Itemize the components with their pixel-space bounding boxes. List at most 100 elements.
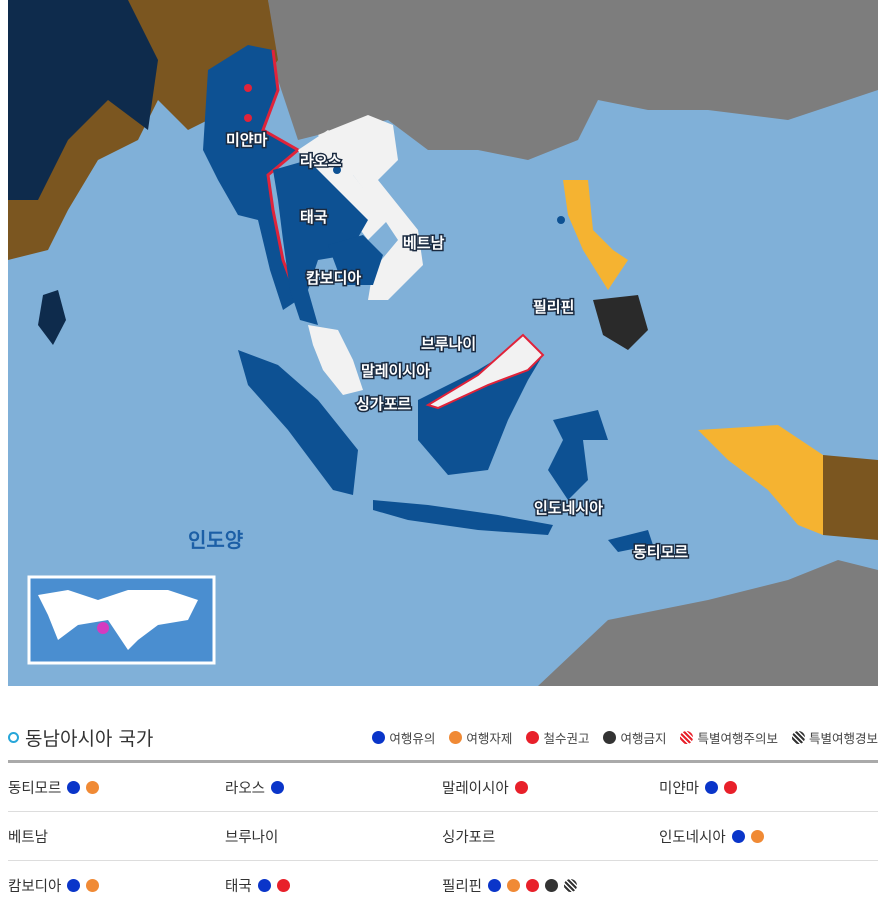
country-name: 말레이시아 bbox=[442, 780, 509, 797]
philippines-north bbox=[563, 180, 628, 290]
country-cell: 캄보디아 bbox=[8, 875, 225, 896]
country-cell: 태국 bbox=[225, 875, 442, 896]
circle-icon bbox=[8, 732, 19, 743]
philippines-marker bbox=[557, 216, 565, 224]
label-philippines: 필리핀 bbox=[533, 298, 574, 316]
label-indian-ocean: 인도양 bbox=[188, 528, 244, 552]
level-dot-icon bbox=[526, 878, 540, 892]
section-title: 동남아시아 국가 bbox=[8, 724, 153, 751]
java bbox=[373, 500, 553, 535]
country-cell: 라오스 bbox=[225, 777, 442, 798]
legend: 여행유의 여행자제 철수권고 여행금지 특별여행주의보 특별여행경보 bbox=[372, 728, 878, 747]
level-dot-icon bbox=[67, 780, 81, 794]
table-row: 동티모르 라오스 말레이시아 미얀마 bbox=[8, 763, 878, 812]
vietnam bbox=[318, 115, 423, 300]
myanmar-border bbox=[261, 49, 301, 301]
country-cell: 필리핀 bbox=[442, 875, 659, 896]
east-timor bbox=[608, 530, 653, 552]
level-dot-icon bbox=[449, 731, 463, 744]
country-cell: 미얀마 bbox=[659, 777, 876, 798]
section-header: 동남아시아 국가 여행유의 여행자제 철수권고 여행금지 특별여행주의보 특별여행경보 bbox=[8, 720, 878, 763]
legend-item: 여행금지 bbox=[603, 728, 666, 747]
country-cell: 베트남 bbox=[8, 826, 225, 847]
myanmar-markers bbox=[244, 84, 252, 122]
laos bbox=[298, 130, 388, 240]
level-dot-icon bbox=[705, 780, 719, 794]
country-name: 브루나이 bbox=[225, 829, 279, 846]
level-dot-icon bbox=[545, 878, 559, 892]
east-malaysia bbox=[425, 333, 545, 410]
level-dot-icon bbox=[750, 829, 764, 843]
country-name: 베트남 bbox=[8, 829, 49, 846]
level-dot-icon bbox=[514, 780, 528, 794]
legend-label: 특별여행주의보 bbox=[697, 731, 778, 746]
country-cell: 동티모르 bbox=[8, 777, 225, 798]
level-dot-icon bbox=[86, 780, 100, 794]
country-cell: 인도네시아 bbox=[659, 826, 876, 847]
australia bbox=[538, 560, 878, 686]
label-east-timor: 동티모르 bbox=[633, 543, 688, 561]
country-name: 캄보디아 bbox=[8, 878, 62, 895]
country-cell: 말레이시아 bbox=[442, 777, 659, 798]
label-laos: 라오스 bbox=[300, 152, 342, 170]
country-cell: 브루나이 bbox=[225, 826, 442, 847]
laos-marker bbox=[333, 166, 341, 174]
legend-item: 철수권고 bbox=[526, 728, 589, 747]
country-name: 싱가포르 bbox=[442, 829, 496, 846]
country-name: 라오스 bbox=[225, 780, 266, 797]
papua-new-guinea bbox=[823, 455, 878, 540]
label-singapore: 싱가포르 bbox=[356, 395, 411, 413]
sumatra bbox=[238, 350, 358, 495]
level-dot-icon bbox=[724, 780, 738, 794]
myanmar bbox=[203, 45, 298, 310]
bangladesh-region bbox=[8, 0, 158, 200]
legend-label: 여행자제 bbox=[466, 731, 513, 746]
level-dot-icon bbox=[271, 780, 285, 794]
level-dot-icon bbox=[67, 878, 81, 892]
label-vietnam: 베트남 bbox=[403, 234, 445, 252]
table-row: 베트남 브루나이 싱가포르 인도네시아 bbox=[8, 812, 878, 861]
legend-item: 여행자제 bbox=[449, 728, 512, 747]
legend-label: 여행유의 bbox=[389, 731, 436, 746]
papua-indonesia bbox=[698, 425, 823, 535]
world-inset-map bbox=[27, 575, 216, 665]
cambodia bbox=[328, 235, 383, 285]
sulawesi bbox=[548, 410, 608, 500]
thailand bbox=[273, 160, 368, 325]
mindanao bbox=[593, 295, 648, 350]
legend-label: 철수권고 bbox=[543, 731, 590, 746]
malaysia-peninsula bbox=[308, 325, 363, 395]
level-dot-icon bbox=[257, 878, 271, 892]
label-brunei: 브루나이 bbox=[421, 335, 476, 353]
level-dot-icon bbox=[791, 731, 805, 744]
country-name: 미얀마 bbox=[659, 780, 700, 797]
level-dot-icon bbox=[731, 829, 745, 843]
level-dot-icon bbox=[526, 731, 540, 744]
country-name: 필리핀 bbox=[442, 878, 483, 895]
sri-lanka bbox=[38, 290, 66, 345]
section-title-text: 동남아시아 국가 bbox=[25, 728, 154, 750]
label-indonesia: 인도네시아 bbox=[534, 499, 603, 517]
level-dot-icon bbox=[564, 878, 578, 892]
level-dot-icon bbox=[507, 878, 521, 892]
legend-item: 여행유의 bbox=[372, 728, 435, 747]
southeast-asia-map: 미얀마 라오스 태국 베트남 캄보디아 필리핀 브루나이 말레이시아 싱가포르 … bbox=[8, 0, 878, 686]
label-thailand: 태국 bbox=[300, 208, 328, 226]
level-dot-icon bbox=[488, 878, 502, 892]
country-name: 동티모르 bbox=[8, 780, 62, 797]
level-dot-icon bbox=[372, 731, 386, 744]
legend-label: 여행금지 bbox=[620, 731, 667, 746]
country-name: 인도네시아 bbox=[659, 829, 726, 846]
level-dot-icon bbox=[680, 731, 694, 744]
country-cell: 싱가포르 bbox=[442, 826, 659, 847]
label-cambodia: 캄보디아 bbox=[306, 269, 361, 287]
table-row: 캄보디아 태국 필리핀 bbox=[8, 861, 878, 909]
country-name: 태국 bbox=[225, 878, 252, 895]
level-dot-icon bbox=[276, 878, 290, 892]
level-dot-icon bbox=[86, 878, 100, 892]
legend-item: 특별여행경보 bbox=[791, 728, 878, 747]
legend-label: 특별여행경보 bbox=[808, 731, 878, 746]
legend-item: 특별여행주의보 bbox=[680, 728, 778, 747]
label-malaysia: 말레이시아 bbox=[361, 362, 430, 380]
